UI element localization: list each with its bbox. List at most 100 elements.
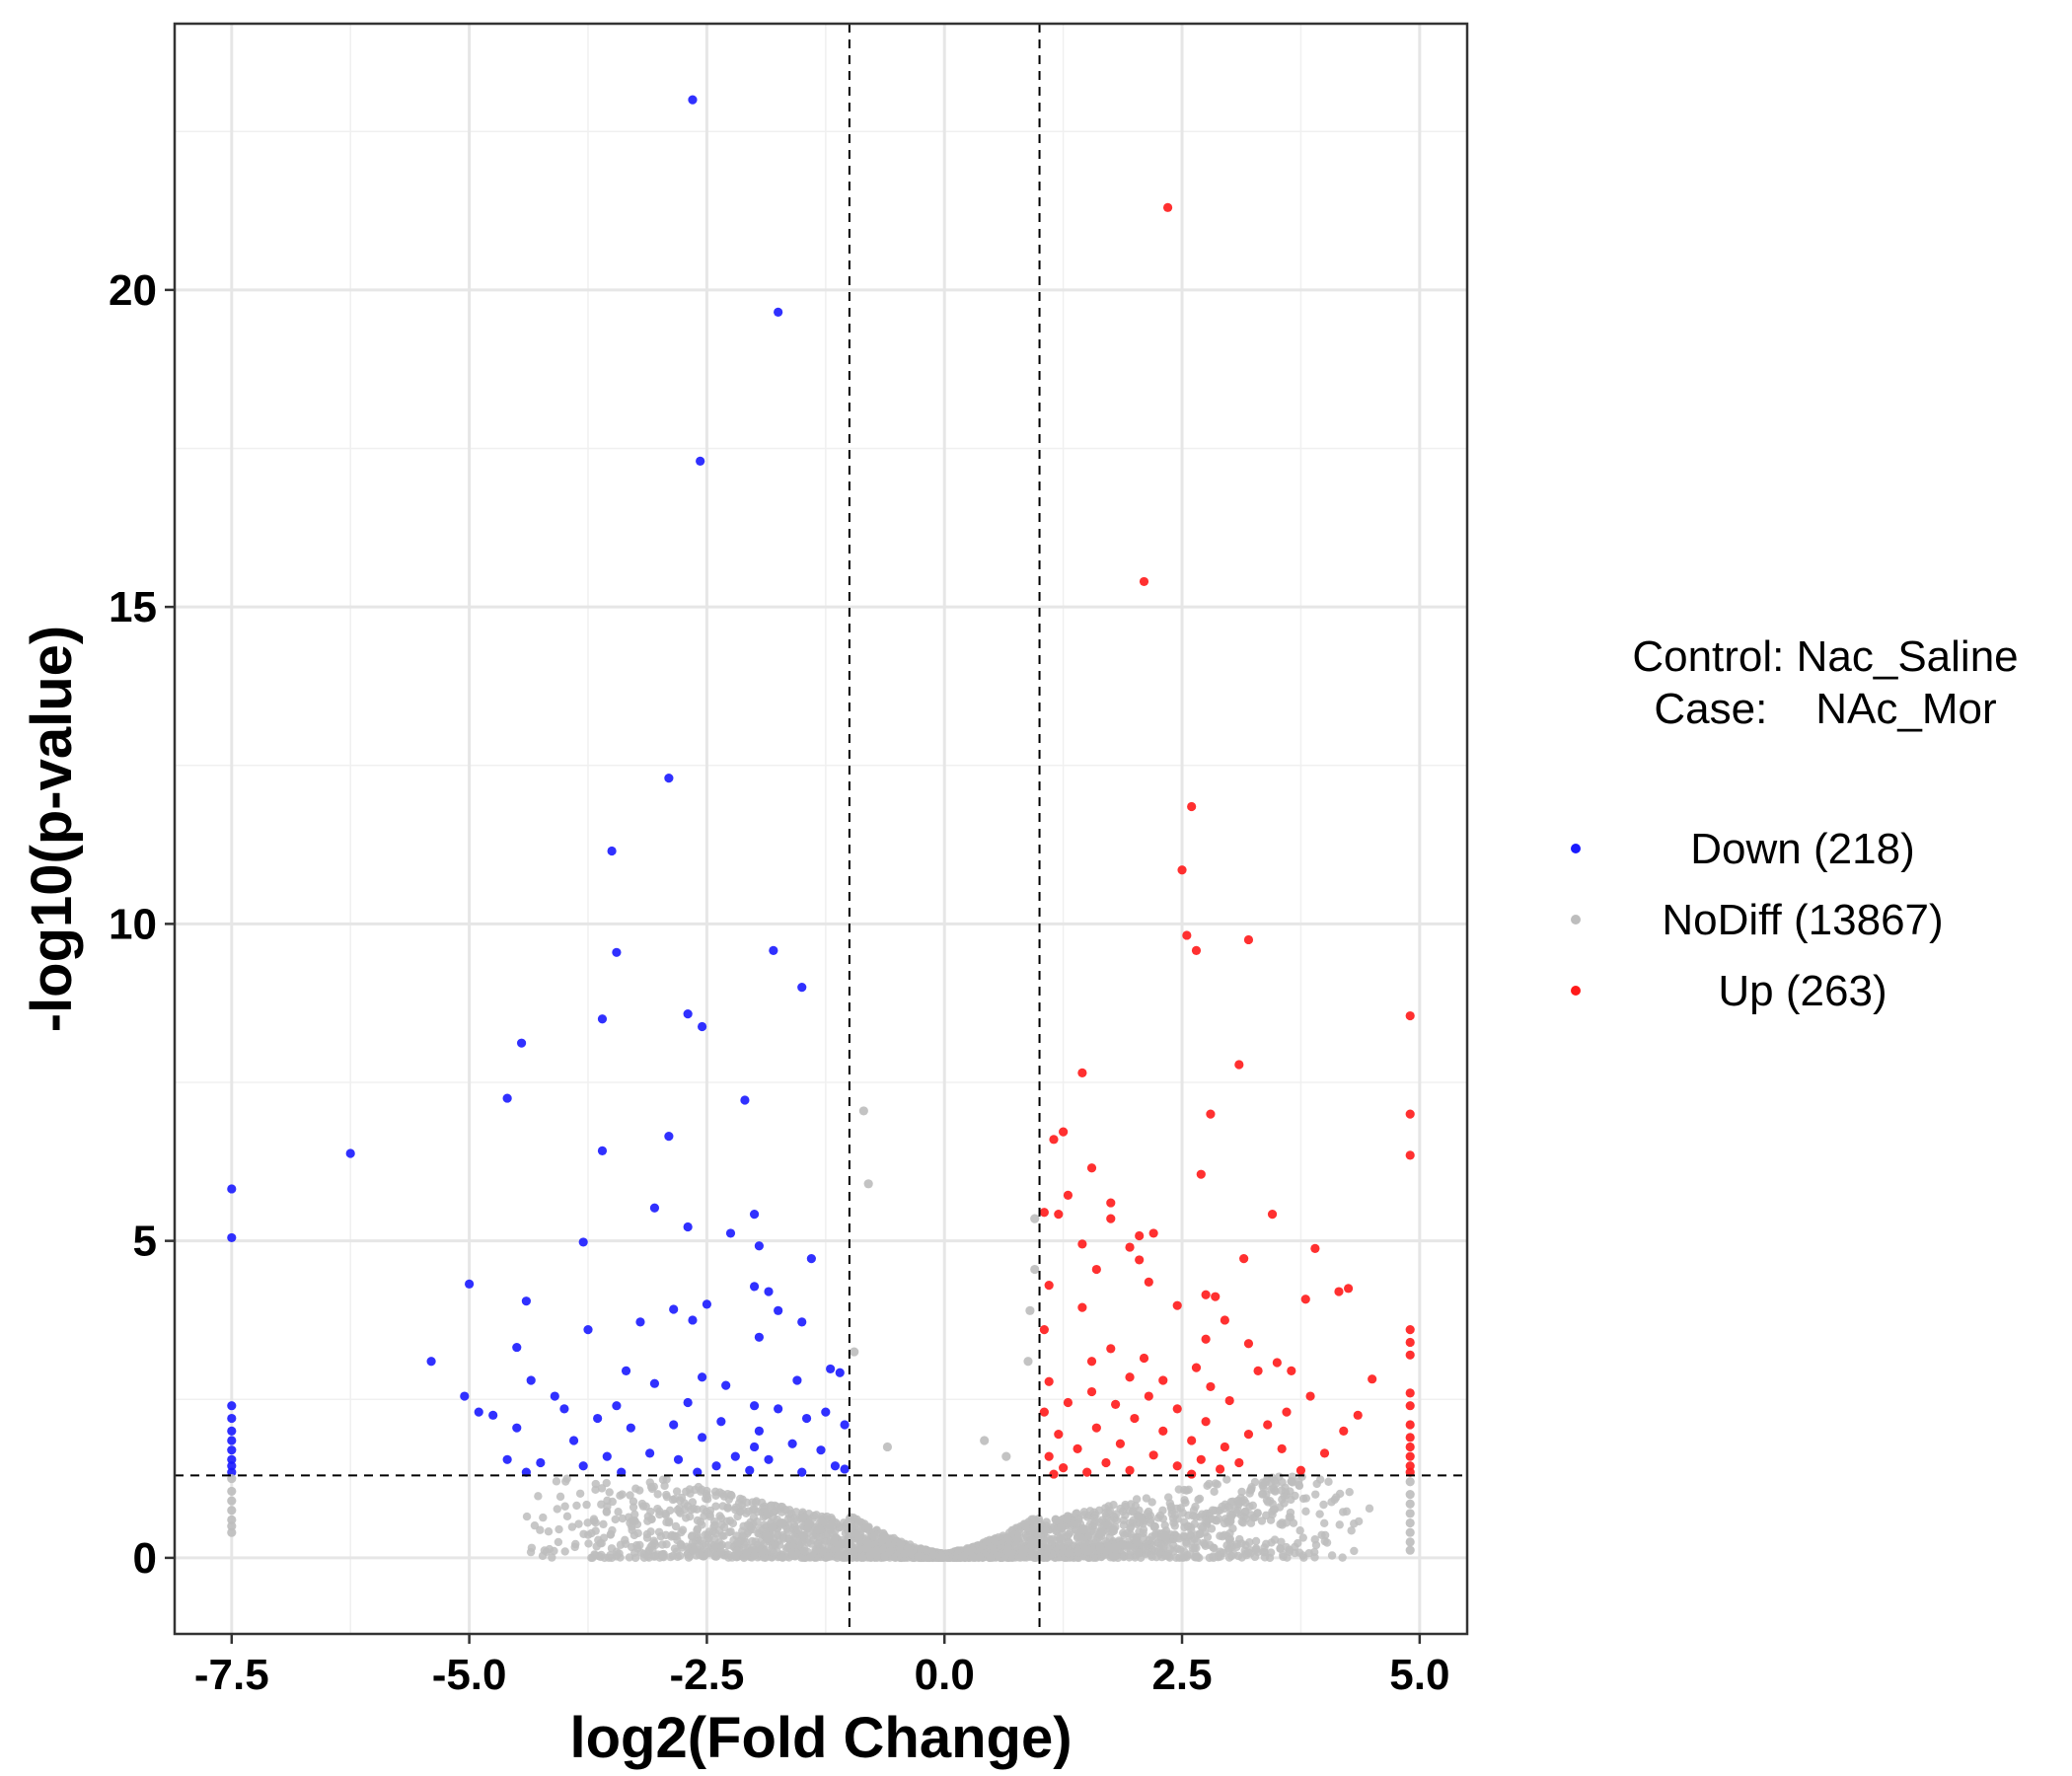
nodiff-point [1246, 1485, 1256, 1494]
nodiff-point [571, 1539, 580, 1549]
down-point [840, 1464, 850, 1474]
down-point [227, 1426, 237, 1436]
nodiff-point [1222, 1475, 1231, 1484]
legend-label: Up (263) [1718, 967, 1887, 1015]
nodiff-point [1074, 1516, 1083, 1524]
nodiff-point [727, 1491, 736, 1501]
nodiff-point [584, 1539, 593, 1548]
up-point [1039, 1407, 1049, 1417]
nodiff-point [562, 1512, 572, 1521]
nodiff-point [733, 1512, 742, 1521]
nodiff-point [878, 1545, 888, 1554]
nodiff-point [560, 1547, 569, 1556]
nodiff-point [816, 1516, 826, 1524]
nodiff-point [776, 1518, 784, 1527]
nodiff-point [608, 1497, 617, 1507]
nodiff-point [1057, 1536, 1067, 1545]
nodiff-point [763, 1534, 772, 1543]
nodiff-point [1049, 1523, 1059, 1532]
nodiff-point [676, 1496, 685, 1506]
nodiff-point [1207, 1524, 1217, 1533]
up-point [1106, 1198, 1116, 1208]
up-point [1353, 1410, 1363, 1420]
up-point [1139, 576, 1149, 587]
up-point [1263, 1420, 1273, 1430]
nodiff-point [1279, 1550, 1288, 1560]
down-point [649, 1203, 660, 1213]
nodiff-point [1237, 1517, 1246, 1526]
up-point [1172, 1404, 1182, 1414]
down-point [488, 1410, 498, 1420]
down-point [345, 1148, 355, 1158]
x-axis: -7.5 -5.0 -2.5 0.0 2.5 5.0 [194, 1634, 1449, 1699]
nodiff-point [1048, 1534, 1057, 1544]
nodiff-point [715, 1488, 724, 1497]
nodiff-point [227, 1506, 237, 1516]
nodiff-point [544, 1527, 554, 1536]
nodiff-point [662, 1475, 671, 1484]
nodiff-point [858, 1106, 868, 1116]
nodiff-point [682, 1487, 691, 1496]
up-point [1049, 1135, 1059, 1145]
nodiff-point [880, 1552, 889, 1561]
nodiff-point [1251, 1545, 1261, 1554]
down-point [516, 1038, 527, 1048]
up-point [1253, 1366, 1263, 1375]
down-point [683, 1397, 693, 1408]
up-point [1287, 1366, 1296, 1375]
nodiff-point [605, 1488, 614, 1497]
nodiff-point [1126, 1522, 1136, 1532]
nodiff-point [690, 1505, 699, 1514]
up-point [1282, 1407, 1292, 1417]
nodiff-point [1173, 1532, 1182, 1541]
nodiff-point [1299, 1553, 1308, 1562]
nodiff-point [763, 1509, 773, 1517]
legend-items: Down (218) NoDiff (13867) Up (263) [1571, 825, 1944, 1015]
nodiff-point [1024, 1517, 1033, 1526]
down-point [754, 1332, 764, 1342]
legend-key [1571, 915, 1581, 925]
nodiff-point [854, 1544, 864, 1554]
nodiff-point [1073, 1547, 1082, 1556]
nodiff-point [1027, 1549, 1036, 1558]
nodiff-point [864, 1523, 873, 1532]
nodiff-point [703, 1491, 711, 1501]
nodiff-point [1237, 1487, 1246, 1497]
nodiff-point [1245, 1538, 1254, 1547]
nodiff-point [682, 1542, 692, 1551]
nodiff-point [700, 1512, 708, 1520]
up-point [1211, 1292, 1221, 1301]
up-point [1368, 1374, 1377, 1384]
nodiff-point [1405, 1509, 1415, 1518]
nodiff-point [684, 1553, 694, 1562]
down-point [787, 1439, 797, 1448]
legend-key [1571, 986, 1581, 996]
nodiff-point [1295, 1526, 1304, 1535]
nodiff-point [227, 1515, 237, 1524]
nodiff-point [704, 1533, 713, 1543]
nodiff-point [1180, 1496, 1189, 1505]
down-point [697, 1433, 707, 1443]
down-point [512, 1342, 522, 1353]
up-point [1086, 1163, 1097, 1173]
down-point [801, 1413, 812, 1424]
up-point [1243, 1430, 1254, 1440]
nodiff-point [1031, 1517, 1040, 1525]
nodiff-point [554, 1537, 563, 1547]
nodiff-point [1012, 1534, 1022, 1543]
nodiff-point [1224, 1553, 1234, 1562]
nodiff-point [227, 1486, 237, 1497]
nodiff-point [1350, 1546, 1359, 1556]
down-point [664, 1132, 674, 1142]
nodiff-point [672, 1547, 681, 1556]
nodiff-point [1182, 1532, 1192, 1542]
nodiff-point [630, 1553, 640, 1563]
x-tick-label: -5.0 [432, 1651, 507, 1699]
up-point [1405, 1109, 1415, 1119]
nodiff-point [1153, 1547, 1163, 1556]
nodiff-point [1190, 1543, 1199, 1553]
up-point [1177, 865, 1187, 875]
down-point [597, 1146, 608, 1155]
nodiff-point [699, 1505, 707, 1514]
up-point [1039, 1208, 1049, 1218]
